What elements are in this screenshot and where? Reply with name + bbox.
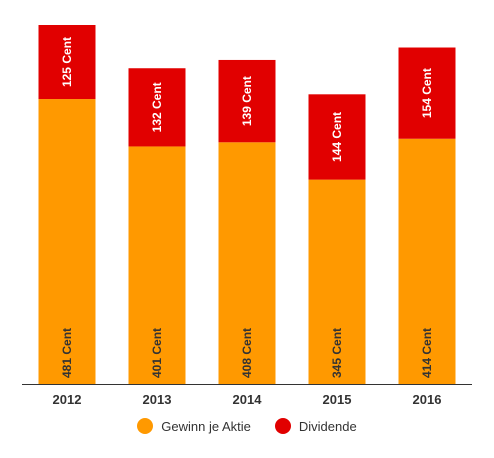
bar-dividende-2012 xyxy=(38,25,96,100)
data-label-dividende-2014: 139 Cent xyxy=(240,76,254,126)
bar-dividende-2016 xyxy=(398,47,456,139)
legend-label-gewinn: Gewinn je Aktie xyxy=(161,418,251,434)
data-label-gewinn-2012: 481 Cent xyxy=(60,328,74,378)
x-tick-label-2013: 2013 xyxy=(143,392,172,407)
x-tick-label-2012: 2012 xyxy=(53,392,82,407)
data-label-dividende-2012: 125 Cent xyxy=(60,37,74,87)
data-label-dividende-2013: 132 Cent xyxy=(150,82,164,132)
data-label-gewinn-2013: 401 Cent xyxy=(150,328,164,378)
bar-dividende-2015 xyxy=(308,94,366,180)
legend-item-gewinn: Gewinn je Aktie xyxy=(137,418,251,434)
bar-gewinn-2012 xyxy=(38,99,96,385)
x-tick-label-2016: 2016 xyxy=(413,392,442,407)
x-tick-label-2014: 2014 xyxy=(233,392,263,407)
bar-gewinn-2016 xyxy=(398,138,456,384)
bar-gewinn-2013 xyxy=(128,146,186,384)
data-label-gewinn-2016: 414 Cent xyxy=(420,328,434,378)
legend-swatch-dividende xyxy=(274,418,291,434)
data-label-gewinn-2015: 345 Cent xyxy=(330,328,344,378)
legend-swatch-gewinn xyxy=(137,418,154,434)
data-label-gewinn-2014: 408 Cent xyxy=(240,328,254,378)
bar-dividende-2014 xyxy=(218,59,276,143)
data-label-dividende-2016: 154 Cent xyxy=(420,68,434,118)
x-tick-label-2015: 2015 xyxy=(323,392,352,407)
bar-gewinn-2014 xyxy=(218,142,276,384)
bar-gewinn-2015 xyxy=(308,179,366,384)
bar-dividende-2013 xyxy=(128,68,186,147)
legend-label-dividende: Dividende xyxy=(298,418,357,434)
data-label-dividende-2015: 144 Cent xyxy=(330,112,344,162)
legend: Gewinn je Aktie Dividende xyxy=(0,418,494,434)
legend-item-dividende: Dividende xyxy=(274,418,357,434)
